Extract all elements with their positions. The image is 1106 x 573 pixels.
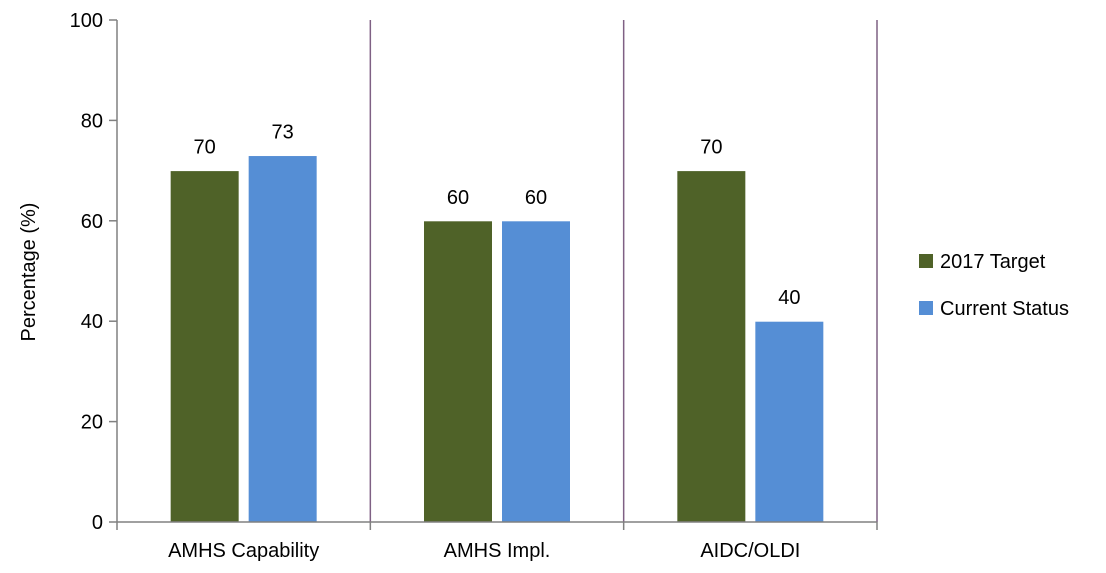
legend-label: 2017 Target bbox=[940, 251, 1046, 273]
x-tick-label: AMHS Capability bbox=[168, 540, 319, 562]
category-separators bbox=[369, 20, 878, 522]
y-axis-title: Percentage (%) bbox=[18, 203, 40, 342]
data-label: 70 bbox=[700, 137, 722, 159]
bar[interactable] bbox=[169, 170, 240, 523]
data-label: 40 bbox=[778, 287, 800, 309]
y-tick-label: 0 bbox=[92, 512, 103, 534]
data-label: 60 bbox=[525, 187, 547, 209]
x-tick-labels: AMHS Capability AMHS Impl. AIDC/OLDI bbox=[116, 522, 878, 562]
bar[interactable] bbox=[754, 320, 825, 523]
y-tick-label: 100 bbox=[70, 10, 103, 32]
legend-swatch bbox=[919, 254, 933, 268]
y-tick-label: 40 bbox=[81, 311, 103, 333]
legend-label: Current Status bbox=[940, 298, 1069, 320]
legend[interactable]: 2017 Target Current Status bbox=[919, 251, 1069, 320]
y-tick-label: 80 bbox=[81, 110, 103, 132]
bar[interactable] bbox=[676, 170, 747, 523]
data-label: 70 bbox=[194, 137, 216, 159]
y-tick-label: 20 bbox=[81, 412, 103, 434]
data-label: 60 bbox=[447, 187, 469, 209]
bar[interactable] bbox=[247, 155, 318, 523]
x-tick-label: AMHS Impl. bbox=[444, 540, 551, 562]
bar[interactable] bbox=[423, 220, 493, 523]
x-tick-label: AIDC/OLDI bbox=[700, 540, 800, 562]
y-tick-label: 60 bbox=[81, 211, 103, 233]
y-tick-labels: 0 20 40 60 80 100 bbox=[70, 10, 117, 534]
axes bbox=[116, 20, 877, 523]
data-label: 73 bbox=[272, 122, 294, 144]
data-labels: 70 73 60 60 70 40 bbox=[194, 122, 801, 310]
bars bbox=[169, 155, 825, 523]
legend-swatch bbox=[919, 301, 933, 315]
bar[interactable] bbox=[501, 220, 571, 523]
